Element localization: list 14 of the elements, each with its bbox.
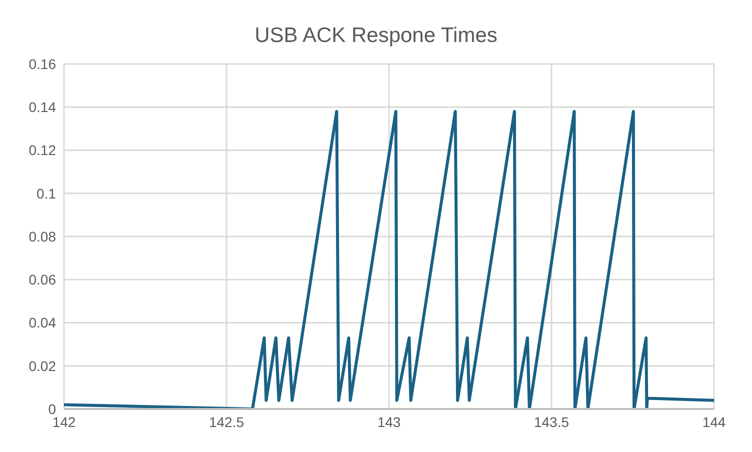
- y-tick-label: 0.12: [28, 142, 56, 158]
- x-tick-label: 144: [702, 414, 726, 430]
- line-series: [64, 110, 714, 409]
- x-tick-label: 143: [377, 414, 401, 430]
- x-tick-label: 143.5: [534, 414, 570, 430]
- y-tick-label: 0.16: [28, 56, 56, 72]
- y-tick-label: 0.14: [28, 99, 56, 116]
- y-tick-label: 0.02: [28, 358, 56, 374]
- y-tick-label: 0.06: [28, 272, 56, 288]
- x-tick-label: 142.5: [208, 414, 244, 430]
- y-tick-label: 0.1: [36, 185, 56, 202]
- chart-title: USB ACK Respone Times: [254, 23, 498, 49]
- y-tick-label: 0.04: [28, 314, 56, 331]
- y-tick-label: 0.08: [28, 228, 56, 244]
